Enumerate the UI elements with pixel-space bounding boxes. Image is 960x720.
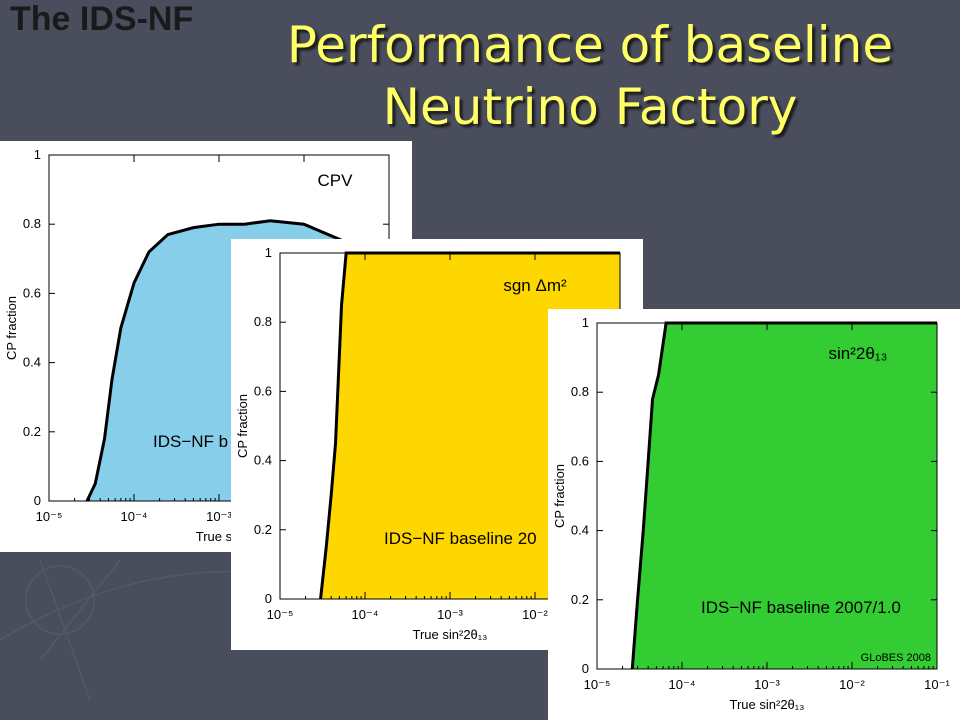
y-tick-label: 0.8 (571, 384, 589, 399)
y-tick-label: 0.2 (571, 592, 589, 607)
y-tick-label: 0 (582, 661, 589, 676)
theta13-chart-panel: 0 0.2 0.4 0.6 0.8 1 10⁻⁵ 10⁻⁴ 10⁻³ 10⁻² 10⁻¹ CP fra… (548, 309, 960, 720)
y-tick-label: 1 (34, 147, 41, 162)
x-tick-label: 10⁻² (522, 607, 548, 622)
slide-title: Performance of baseline Neutrino Factory (250, 14, 930, 138)
x-tick-label: 10⁻¹ (924, 677, 950, 692)
y-tick-label: 0.4 (254, 453, 272, 468)
slide-title-line-2: Neutrino Factory (382, 78, 798, 136)
y-tick-label: 0.8 (23, 216, 41, 231)
sgn-chart: 0 0.2 0.4 0.6 0.8 1 10⁻⁵ 10⁻⁴ 10⁻³ 10⁻² CP fractio… (235, 245, 621, 642)
x-tick-label: 10⁻² (839, 677, 865, 692)
cpv-annotation: IDS−NF b (153, 432, 228, 451)
theta13-y-axis-label: CP fraction (552, 464, 567, 528)
cpv-x-axis-label: True sin (196, 529, 242, 544)
theta13-area (632, 323, 937, 669)
x-tick-label: 10⁻⁴ (121, 509, 148, 524)
x-tick-label: 10⁻³ (206, 509, 232, 524)
slide-title-line-1: Performance of baseline (286, 16, 894, 74)
y-tick-label: 1 (582, 315, 589, 330)
x-tick-label: 10⁻⁵ (584, 677, 611, 692)
x-tick-label: 10⁻⁵ (267, 607, 294, 622)
y-tick-label: 0.6 (254, 383, 272, 398)
y-tick-label: 0.2 (254, 522, 272, 537)
sgn-panel-label: sgn Δm² (503, 276, 567, 295)
y-tick-label: 0.6 (23, 285, 41, 300)
sgn-annotation: IDS−NF baseline 20 (384, 529, 537, 548)
theta13-note: GLoBES 2008 (861, 652, 931, 664)
x-tick-label: 10⁻⁵ (36, 509, 63, 524)
x-tick-label: 10⁻³ (437, 607, 463, 622)
y-tick-label: 0 (265, 591, 272, 606)
theta13-annotation: IDS−NF baseline 2007/1.0 (701, 598, 901, 617)
y-tick-label: 0 (34, 493, 41, 508)
y-tick-label: 0.6 (571, 453, 589, 468)
corner-label: The IDS-NF (10, 0, 194, 38)
theta13-chart: 0 0.2 0.4 0.6 0.8 1 10⁻⁵ 10⁻⁴ 10⁻³ 10⁻² 10⁻¹ CP fra… (552, 315, 950, 712)
cpv-panel-label: CPV (318, 171, 354, 190)
x-tick-label: 10⁻⁴ (352, 607, 379, 622)
y-tick-label: 0.8 (254, 314, 272, 329)
y-tick-label: 0.2 (23, 424, 41, 439)
cpv-boundary-line (85, 219, 346, 502)
theta13-panel-label: sin²2θ₁₃ (829, 344, 888, 363)
sgn-area (320, 253, 620, 599)
x-tick-label: 10⁻⁴ (669, 677, 696, 692)
theta13-boundary-line (630, 321, 937, 670)
sgn-y-axis-label: CP fraction (235, 394, 250, 458)
y-tick-label: 0.4 (23, 355, 41, 370)
sgn-x-axis-label: True sin²2θ₁₃ (413, 627, 488, 642)
x-tick-label: 10⁻³ (754, 677, 780, 692)
y-tick-label: 0.4 (571, 523, 589, 538)
theta13-x-axis-label: True sin²2θ₁₃ (730, 697, 805, 712)
y-tick-label: 1 (265, 245, 272, 260)
cpv-y-axis-label: CP fraction (4, 296, 19, 360)
